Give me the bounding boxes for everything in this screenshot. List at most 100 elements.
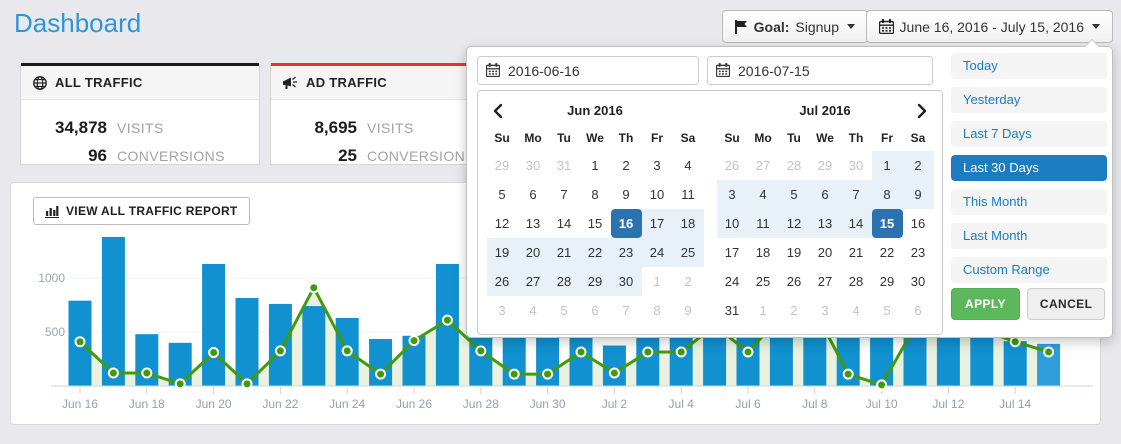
day-cell[interactable]: 7 <box>622 303 630 318</box>
day-cell[interactable]: 2 <box>902 151 934 180</box>
day-cell[interactable]: 4 <box>747 180 779 209</box>
day-cell[interactable]: 9 <box>622 187 630 202</box>
day-cell[interactable]: 30 <box>525 158 541 173</box>
day-cell[interactable]: 27 <box>517 267 549 296</box>
range-option-last-7-days[interactable]: Last 7 Days <box>951 121 1107 147</box>
day-cell[interactable]: 28 <box>548 267 580 296</box>
day-cell[interactable]: 19 <box>486 238 518 267</box>
day-cell[interactable]: 27 <box>755 158 771 173</box>
day-cell[interactable]: 6 <box>591 303 599 318</box>
day-cell[interactable]: 24 <box>641 238 673 267</box>
range-option-last-30-days[interactable]: Last 30 Days <box>951 155 1107 181</box>
next-month-icon[interactable] <box>912 102 930 120</box>
day-cell[interactable]: 3 <box>653 158 661 173</box>
apply-button[interactable]: APPLY <box>951 288 1020 320</box>
date-range-button[interactable]: June 16, 2016 - July 15, 2016 <box>865 10 1113 43</box>
day-cell[interactable]: 4 <box>852 303 860 318</box>
goal-dropdown-button[interactable]: Goal: Signup <box>721 10 868 43</box>
day-cell[interactable]: 10 <box>649 187 665 202</box>
day-cell[interactable]: 14 <box>840 209 872 238</box>
day-cell[interactable]: 27 <box>817 274 833 289</box>
day-cell[interactable]: 7 <box>560 187 568 202</box>
day-cell[interactable]: 16 <box>910 216 926 231</box>
day-cell[interactable]: 29 <box>494 158 510 173</box>
day-cell[interactable]: 9 <box>902 180 934 209</box>
cancel-button[interactable]: CANCEL <box>1026 288 1106 320</box>
day-cell[interactable]: 29 <box>579 267 611 296</box>
day-cell[interactable]: 20 <box>817 245 833 260</box>
day-cell[interactable]: 6 <box>529 187 537 202</box>
day-cell[interactable]: 3 <box>498 303 506 318</box>
day-cell[interactable]: 25 <box>672 238 704 267</box>
day-cell[interactable]: 11 <box>747 209 779 238</box>
view-all-traffic-report-button[interactable]: VIEW ALL TRAFFIC REPORT <box>33 197 250 225</box>
range-option-yesterday[interactable]: Yesterday <box>951 87 1107 113</box>
day-cell[interactable]: 1 <box>653 274 661 289</box>
day-cell[interactable]: 26 <box>486 267 518 296</box>
day-cell[interactable]: 12 <box>494 216 510 231</box>
day-cell[interactable]: 25 <box>755 274 771 289</box>
day-cell[interactable]: 6 <box>914 303 922 318</box>
day-cell[interactable]: 5 <box>778 180 810 209</box>
day-cell[interactable]: 30 <box>910 274 926 289</box>
day-cell[interactable]: 24 <box>724 274 740 289</box>
day-cell[interactable]: 13 <box>525 216 541 231</box>
day-cell[interactable]: 8 <box>653 303 661 318</box>
day-cell[interactable]: 26 <box>786 274 802 289</box>
day-cell[interactable]: 5 <box>883 303 891 318</box>
range-option-last-month[interactable]: Last Month <box>951 223 1107 249</box>
day-cell[interactable]: 28 <box>848 274 864 289</box>
day-cell[interactable]: 20 <box>517 238 549 267</box>
range-option-today[interactable]: Today <box>951 53 1107 79</box>
day-cell[interactable]: 19 <box>786 245 802 260</box>
day-cell[interactable]: 6 <box>809 180 841 209</box>
day-cell[interactable]: 22 <box>579 238 611 267</box>
day-cell[interactable]: 21 <box>848 245 864 260</box>
day-cell[interactable]: 26 <box>724 158 740 173</box>
prev-month-icon[interactable] <box>490 102 508 120</box>
day-cell[interactable]: 31 <box>556 158 572 173</box>
day-cell[interactable]: 2 <box>684 274 692 289</box>
day-cell[interactable]: 15 <box>871 209 903 238</box>
day-cell[interactable]: 21 <box>548 238 580 267</box>
range-option-this-month[interactable]: This Month <box>951 189 1107 215</box>
day-cell[interactable]: 30 <box>610 267 642 296</box>
day-cell[interactable]: 18 <box>755 245 771 260</box>
day-cell[interactable]: 5 <box>498 187 506 202</box>
day-cell[interactable]: 10 <box>716 209 748 238</box>
day-cell[interactable]: 9 <box>684 303 692 318</box>
end-date-input[interactable] <box>707 56 933 85</box>
day-cell[interactable]: 2 <box>622 158 630 173</box>
day-cell[interactable]: 1 <box>759 303 767 318</box>
day-cell[interactable]: 29 <box>879 274 895 289</box>
day-cell[interactable]: 5 <box>560 303 568 318</box>
day-cell[interactable]: 11 <box>681 187 695 202</box>
day-cell[interactable]: 1 <box>591 158 599 173</box>
start-date-input[interactable] <box>477 56 699 85</box>
day-cell[interactable]: 31 <box>724 303 740 318</box>
day-cell[interactable]: 18 <box>672 209 704 238</box>
day-cell[interactable]: 13 <box>809 209 841 238</box>
day-cell[interactable]: 17 <box>641 209 673 238</box>
day-cell[interactable]: 28 <box>786 158 802 173</box>
day-cell[interactable]: 7 <box>840 180 872 209</box>
day-cell[interactable]: 4 <box>529 303 537 318</box>
day-cell[interactable]: 22 <box>879 245 895 260</box>
day-cell[interactable]: 29 <box>817 158 833 173</box>
day-cell[interactable]: 1 <box>871 151 903 180</box>
day-cell[interactable]: 14 <box>556 216 572 231</box>
day-cell[interactable]: 23 <box>610 238 642 267</box>
range-option-custom-range[interactable]: Custom Range <box>951 257 1107 283</box>
day-cell[interactable]: 8 <box>591 187 599 202</box>
day-cell[interactable]: 23 <box>910 245 926 260</box>
day-cell[interactable]: 8 <box>871 180 903 209</box>
day-cell[interactable]: 17 <box>724 245 740 260</box>
day-cell[interactable]: 12 <box>778 209 810 238</box>
day-cell[interactable]: 3 <box>821 303 829 318</box>
day-cell[interactable]: 4 <box>684 158 692 173</box>
day-cell[interactable]: 15 <box>587 216 603 231</box>
day-cell[interactable]: 3 <box>716 180 748 209</box>
day-cell[interactable]: 30 <box>848 158 864 173</box>
day-cell[interactable]: 2 <box>790 303 798 318</box>
day-cell[interactable]: 16 <box>610 209 642 238</box>
